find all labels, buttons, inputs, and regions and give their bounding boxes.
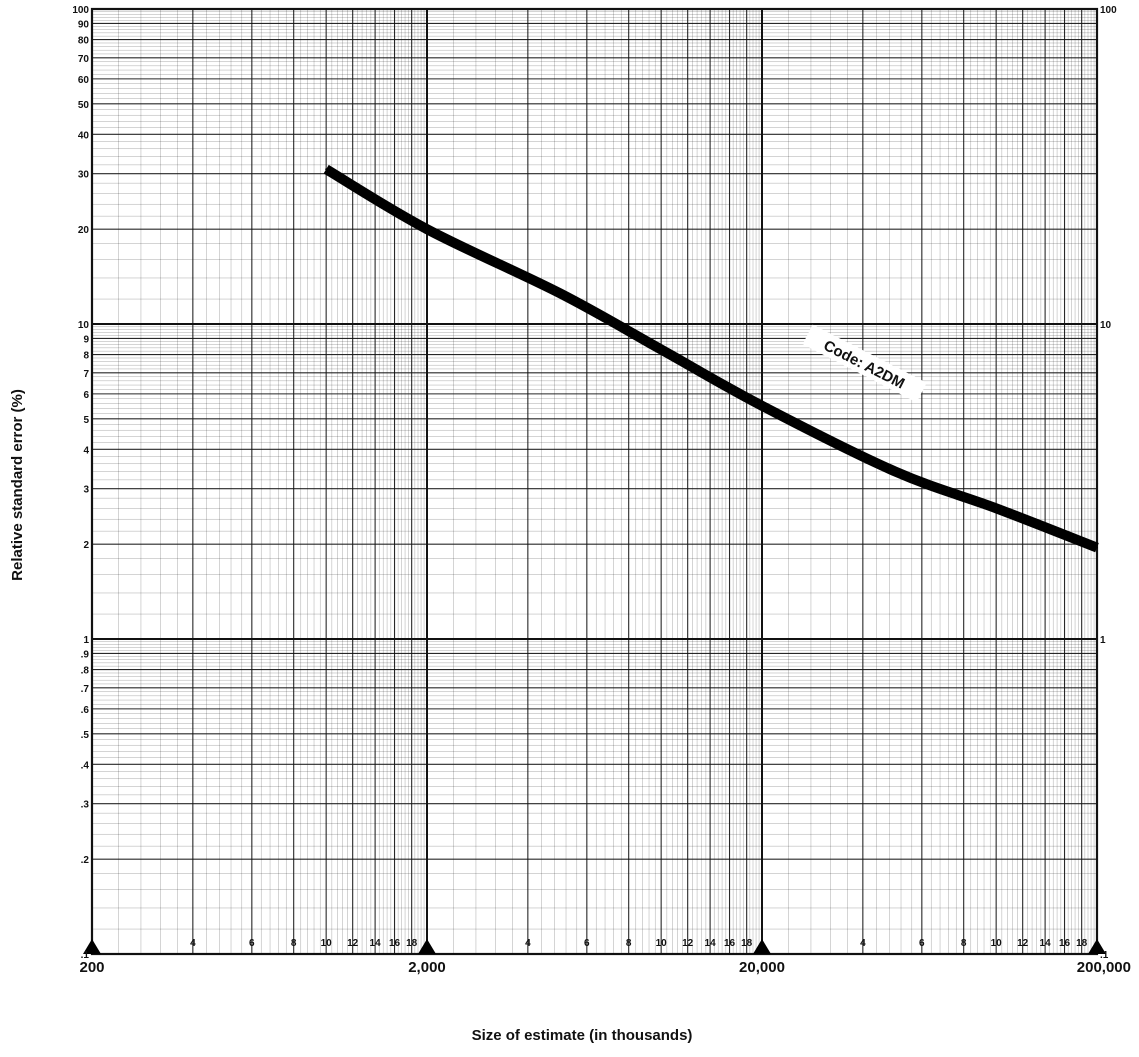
x-major-tick-label: 200,000	[1077, 959, 1131, 976]
x-minor-tick-label: 18	[406, 938, 418, 949]
y-tick-label-left: 8	[83, 351, 89, 362]
plot-frame	[90, 7, 1099, 956]
x-minor-tick-label: 12	[682, 938, 694, 949]
y-tick-label-left: .9	[81, 649, 90, 660]
y-tick-label-left: 90	[78, 19, 90, 30]
annotation-layer: Code: A2DM	[802, 324, 927, 403]
y-tick-label-left: .7	[81, 684, 90, 695]
x-major-tick-label: 2,000	[408, 959, 446, 976]
series-line	[323, 164, 1099, 553]
x-minor-tick-label: 10	[656, 938, 668, 949]
x-minor-tick-label: 10	[321, 938, 333, 949]
data-point	[426, 228, 428, 231]
x-minor-tick-label: 4	[860, 938, 866, 949]
annotation-backdrop	[802, 324, 927, 403]
x-minor-tick-label: 14	[370, 938, 382, 949]
x-major-tick-marker	[753, 939, 771, 954]
y-tick-label-left: .4	[81, 760, 90, 771]
grid-minor	[92, 9, 1097, 954]
x-minor-tick-label: 12	[347, 938, 359, 949]
y-tick-label-left: 7	[83, 369, 89, 380]
y-tick-label-left: 30	[78, 170, 90, 181]
annotation-text: Code: A2DM	[821, 337, 908, 392]
y-tick-label-right: 1	[1100, 635, 1106, 646]
y-tick-label-left: 5	[83, 415, 89, 426]
x-major-tick-marker	[83, 939, 101, 954]
x-minor-tick-label: 12	[1017, 938, 1029, 949]
data-point	[325, 168, 328, 171]
y-tick-label-left: .6	[81, 705, 90, 716]
y-tick-label-left: .3	[81, 800, 90, 811]
x-minor-tick-label: 6	[584, 938, 590, 949]
y-tick-label-left: 50	[78, 100, 90, 111]
y-tick-label-left: 6	[83, 390, 89, 401]
y-tick-label-left: 1	[83, 635, 89, 646]
y-tick-label-left: 60	[78, 75, 90, 86]
x-major-tick-marker	[418, 939, 436, 954]
data-point	[660, 348, 663, 351]
series-layer	[323, 164, 1099, 553]
annotation: Code: A2DM	[802, 324, 927, 403]
y-tick-label-left: 3	[83, 485, 89, 496]
x-minor-tick-label: 18	[1076, 938, 1088, 949]
y-tick-label-right: .1	[1100, 950, 1109, 961]
data-point	[761, 404, 763, 407]
x-major-tick-label: 20,000	[739, 959, 785, 976]
y-tick-label-left: 9	[83, 334, 89, 345]
x-minor-tick-label: 4	[525, 938, 531, 949]
y-tick-label-left: 4	[83, 445, 89, 456]
x-minor-tick-label: 4	[190, 938, 196, 949]
y-tick-label-left: 100	[72, 5, 89, 16]
y-tick-label-left: .5	[81, 730, 90, 741]
x-minor-tick-label: 14	[1040, 938, 1052, 949]
y-tick-label-left: 20	[78, 225, 90, 236]
x-minor-tick-label: 10	[991, 938, 1003, 949]
y-tick-labels: 100 90 80 70 60 50 40 30 20 10 9 8 7 6 5 4 3 2 1 .9 .8 .7 .6 .5…	[72, 5, 1117, 961]
x-minor-tick-label: 8	[291, 938, 297, 949]
x-minor-tick-label: 18	[741, 938, 753, 949]
x-major-tick-label: 200	[79, 959, 104, 976]
y-tick-label-left: .1	[81, 950, 90, 961]
data-point	[894, 470, 897, 473]
x-minor-tick-label: 8	[626, 938, 632, 949]
data-point	[559, 292, 562, 295]
x-minor-tick-label: 16	[724, 938, 736, 949]
y-axis-title: Relative standard error (%)	[9, 389, 26, 581]
y-tick-label-left: 70	[78, 54, 90, 65]
y-tick-label-left: 2	[83, 540, 89, 551]
x-minor-tick-label: 14	[705, 938, 717, 949]
x-minor-tick-label: 6	[249, 938, 255, 949]
x-minor-tick-label: 16	[389, 938, 401, 949]
x-major-tick-marker	[1088, 939, 1106, 954]
y-tick-label-left: 40	[78, 130, 90, 141]
data-point	[995, 507, 998, 510]
y-tick-label-left: 10	[78, 320, 90, 331]
x-minor-tick-label: 16	[1059, 938, 1071, 949]
x-tick-labels: 200 2,000 20,000 200,000 4 6 8 10 12 14 16 18 4 6 8 10 1…	[79, 938, 1131, 976]
x-minor-tick-label: 6	[919, 938, 925, 949]
y-tick-label-left: .2	[81, 855, 90, 866]
y-tick-label-right: 10	[1100, 320, 1112, 331]
grid-major	[90, 7, 1099, 956]
y-tick-label-left: .8	[81, 666, 90, 677]
y-tick-label-left: 80	[78, 36, 90, 47]
y-tick-label-right: 100	[1100, 5, 1117, 16]
x-axis-title: Size of estimate (in thousands)	[472, 1027, 693, 1044]
x-minor-tick-label: 8	[961, 938, 967, 949]
data-point	[1096, 546, 1098, 549]
